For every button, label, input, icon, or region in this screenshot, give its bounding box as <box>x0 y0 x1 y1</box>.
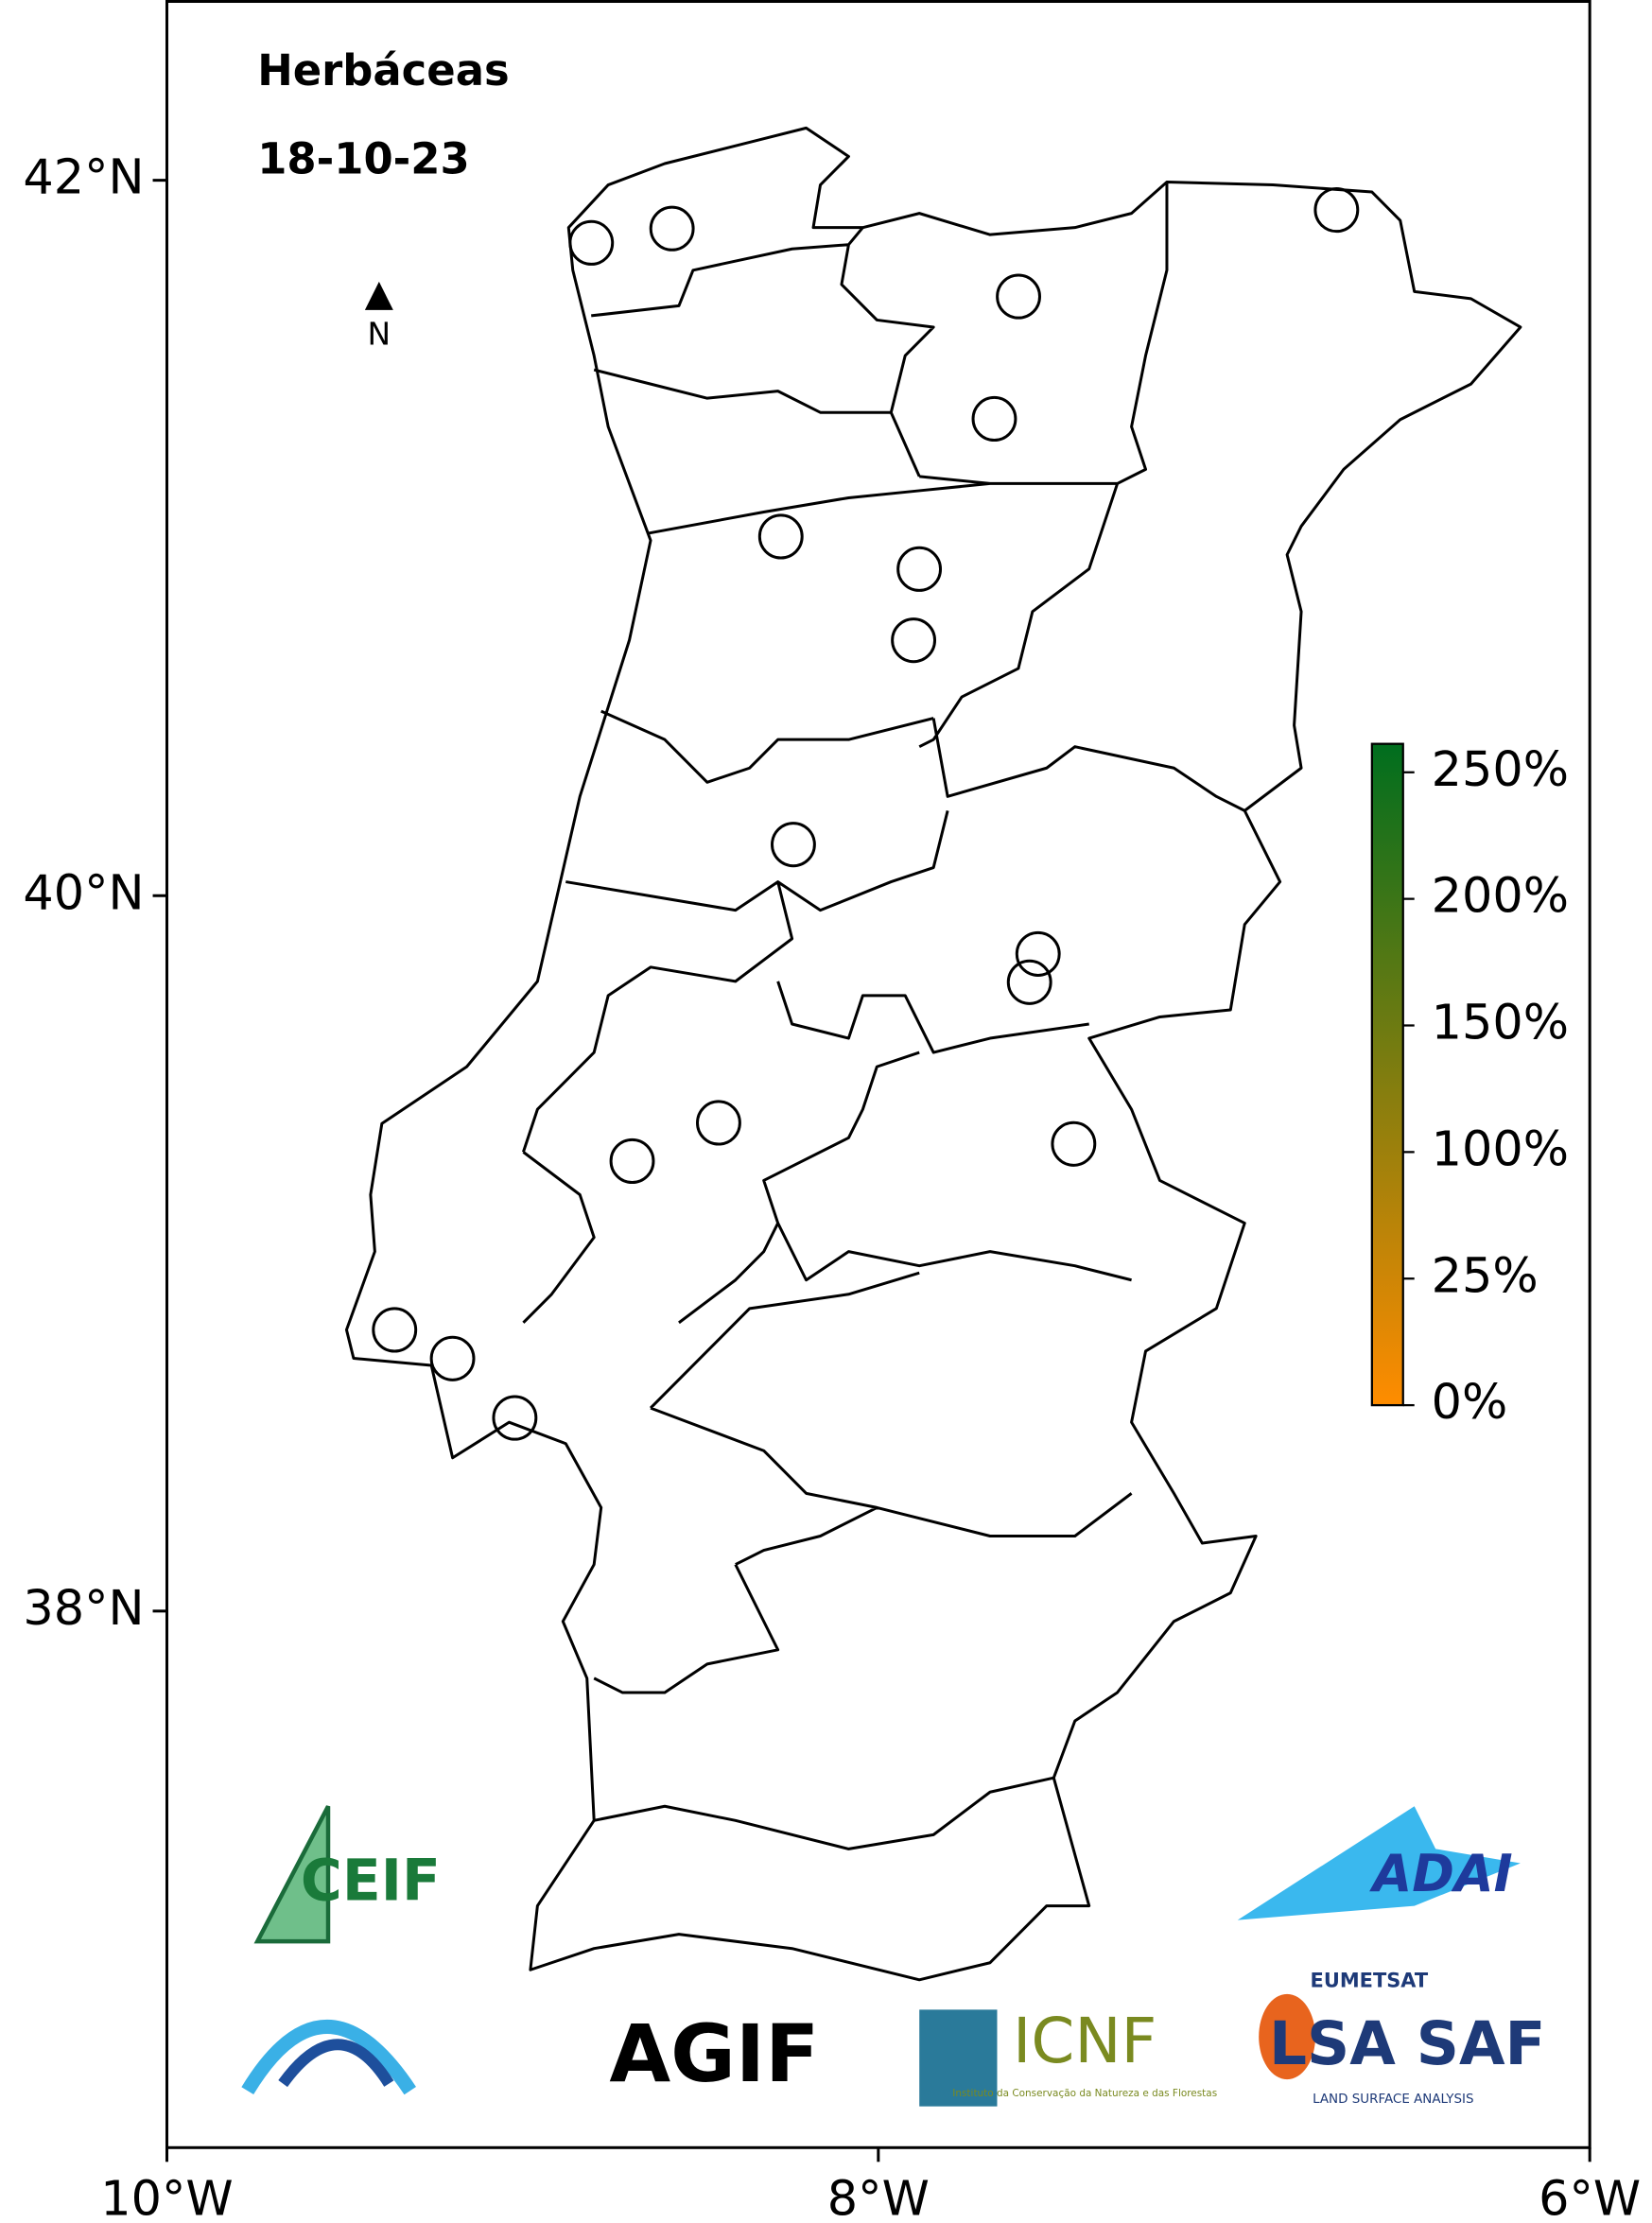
logo-text: LAND SURFACE ANALYSIS <box>1313 2092 1473 2107</box>
regions <box>344 126 1522 1982</box>
ceif-logo-shape <box>253 1805 331 1944</box>
y-tick-label: 38°N <box>23 1581 144 1637</box>
y-tick-label: 42°N <box>23 150 144 206</box>
station-marker <box>971 395 1017 443</box>
station-marker <box>757 513 804 560</box>
logo-text: CEIF <box>301 1848 441 1914</box>
chart-title: Herbáceas <box>257 45 509 96</box>
icnf-logo-shape <box>919 2009 998 2107</box>
colorbar-tick-label: 0% <box>1432 1375 1508 1431</box>
chart-subtitle: 18-10-23 <box>257 133 470 183</box>
y-tick-label: 40°N <box>23 865 144 921</box>
colorbar <box>1370 742 1404 1407</box>
station-marker <box>609 1138 655 1185</box>
colorbar-tick-label: 150% <box>1432 995 1569 1051</box>
logo-text: EUMETSAT <box>1311 1969 1429 1991</box>
station-marker <box>1006 959 1052 1005</box>
lsasaf-logo-shape <box>1259 1993 1316 2080</box>
north-label: N <box>368 315 391 352</box>
x-tick-label: 8°W <box>827 2171 930 2223</box>
logo-text: LSA SAF <box>1269 2009 1545 2078</box>
x-tick-label: 6°W <box>1539 2171 1641 2223</box>
logo-text: ICNF <box>1013 2005 1156 2077</box>
station-marker <box>996 273 1041 320</box>
colorbar-tick-label: 250% <box>1432 742 1569 798</box>
ipma-logo-shape <box>278 2039 394 2088</box>
station-marker <box>896 546 943 592</box>
country-outline <box>344 126 1522 1982</box>
district-border <box>521 182 1245 1850</box>
colorbar-tick-label: 200% <box>1432 869 1569 925</box>
logo-text: Instituto da Conservação da Natureza e d… <box>952 2088 1217 2099</box>
station-marker <box>1051 1120 1097 1167</box>
station-marker <box>568 219 615 266</box>
station-marker <box>649 205 695 252</box>
station-marker <box>1015 930 1061 977</box>
station-marker <box>492 1395 538 1441</box>
ipma-logo-shape <box>241 2020 416 2095</box>
logos: CEIF AGIF ICNF Instituto da Conservação … <box>241 1805 1545 2107</box>
station-marker <box>771 822 816 868</box>
station-marker <box>372 1307 418 1353</box>
colorbar-tick-label: 100% <box>1432 1121 1569 1177</box>
x-tick-label: 10°W <box>100 2171 233 2223</box>
north-arrow <box>364 281 393 310</box>
logo-text: AGIF <box>609 2007 819 2100</box>
colorbar-tick-label: 25% <box>1432 1248 1539 1304</box>
adai-logo-shape <box>1237 1806 1521 1920</box>
station-marker <box>696 1100 741 1146</box>
logo-text: ADAI <box>1369 1844 1513 1903</box>
station-marker <box>1313 186 1360 234</box>
station-marker <box>429 1335 476 1381</box>
station-marker <box>891 617 937 664</box>
